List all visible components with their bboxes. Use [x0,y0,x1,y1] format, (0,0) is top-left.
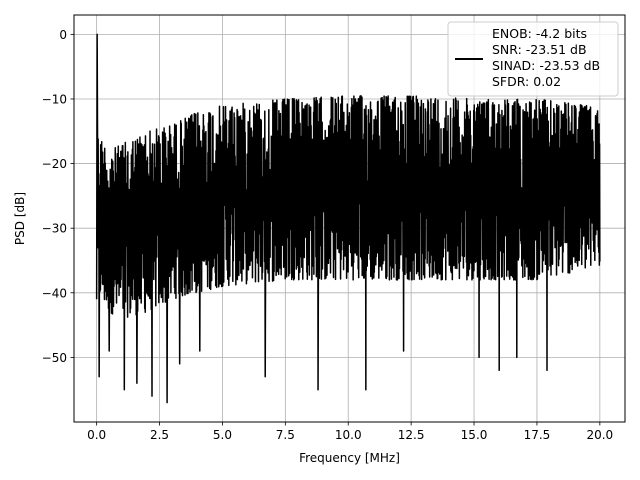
x-tick-label: 7.5 [276,428,295,442]
y-tick-label: −40 [42,286,67,300]
legend-entry-line-3: SINAD: -23.53 dB [492,58,600,73]
legend-box [447,21,619,97]
y-tick-label: −50 [42,351,67,365]
x-tick-label: 15.0 [461,428,488,442]
x-tick-label: 0.0 [87,428,106,442]
x-tick-label: 10.0 [335,428,362,442]
y-tick-label: 0 [59,28,67,42]
y-tick-label: −10 [42,92,67,106]
legend-entry-line-4: SFDR: 0.02 [492,74,561,89]
x-tick-label: 12.5 [398,428,425,442]
series-line-group [95,33,601,404]
x-tick-label: 17.5 [524,428,551,442]
legend: ENOB: -4.2 bits SNR: -23.51 dB SINAD: -2… [447,21,619,97]
y-tick-label: −20 [42,157,67,171]
psd-series-line [95,33,601,404]
x-tick-label: 2.5 [150,428,169,442]
x-tick-label: 5.0 [213,428,232,442]
y-axis-label: PSD [dB] [13,192,27,245]
x-axis-label: Frequency [MHz] [299,451,400,465]
plot-frame [73,14,626,423]
legend-entry-line-1: ENOB: -4.2 bits [492,26,587,41]
y-tick-label: −30 [42,222,67,236]
y-axis-ticks: 0 −10 −20 −30 −40 −50 [42,28,74,365]
x-tick-label: 20.0 [586,428,613,442]
x-axis-ticks: 0.0 2.5 5.0 7.5 10.0 12.5 15.0 17.5 20.0 [87,422,613,442]
legend-entry-line-2: SNR: -23.51 dB [492,42,587,57]
